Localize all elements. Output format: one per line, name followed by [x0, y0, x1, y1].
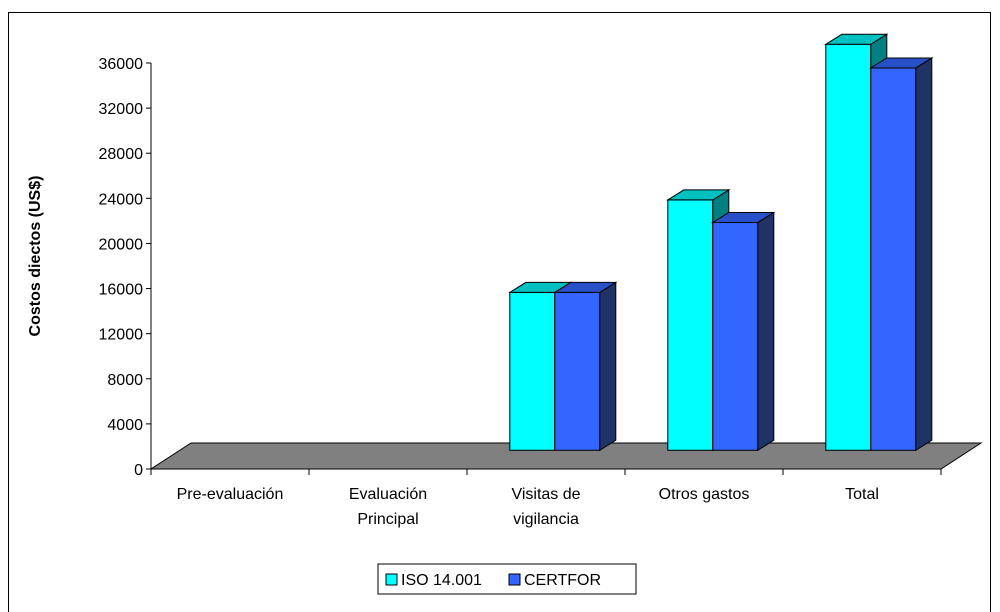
bar-certfor-2 — [554, 291, 601, 451]
y-axis-title: Costos diectos (US$) — [27, 176, 44, 337]
bar-certfor-4 — [870, 67, 917, 451]
y-tick-label: 16000 — [99, 282, 144, 299]
bar-certfor-3 — [712, 221, 759, 451]
bar-side-1-2 — [599, 281, 617, 452]
y-tick-label: 8000 — [107, 372, 143, 389]
y-tick-label: 0 — [134, 462, 143, 479]
legend-swatch-0 — [385, 573, 398, 586]
chart-frame: 0 4000 8000 12000 16000 20000 24000 28000 32000 3… — [8, 12, 991, 612]
bar-top-1-3 — [711, 211, 776, 223]
y-tick-label: 4000 — [107, 417, 143, 434]
bar-top-1-4 — [869, 57, 934, 69]
bar-iso-14-001-3 — [667, 199, 714, 451]
x-category-label: Otros gastos — [659, 486, 750, 503]
y-tick-label: 36000 — [99, 56, 144, 73]
x-category-label: Pre-evaluación — [177, 486, 284, 503]
bar-top-1-2 — [553, 281, 618, 293]
legend-swatch-1 — [508, 573, 521, 586]
bar-side-1-4 — [915, 57, 933, 452]
x-category-label: Visitas de vigilancia — [511, 486, 580, 528]
y-tick-label: 20000 — [99, 236, 144, 253]
bar-side-1-3 — [757, 211, 775, 452]
bar-iso-14-001-2 — [509, 291, 556, 451]
legend-box — [377, 563, 637, 595]
legend-label-1: CERTFOR — [524, 572, 601, 589]
legend: ISO 14.001 CERTFOR — [377, 563, 637, 595]
bar-top-0-3 — [666, 189, 731, 201]
y-tick-label: 12000 — [99, 327, 144, 344]
bar-top-0-4 — [824, 33, 889, 45]
legend-label-0: ISO 14.001 — [401, 572, 482, 589]
y-tick-label: 32000 — [99, 101, 144, 118]
x-category-label: Evaluación Principal — [349, 486, 427, 528]
y-tick-label: 28000 — [99, 146, 144, 163]
bar-iso-14-001-4 — [825, 43, 872, 451]
x-category-label: Total — [845, 486, 879, 503]
y-tick-label: 24000 — [99, 191, 144, 208]
bar-chart: 0 4000 8000 12000 16000 20000 24000 28000 32000 3… — [27, 33, 983, 595]
